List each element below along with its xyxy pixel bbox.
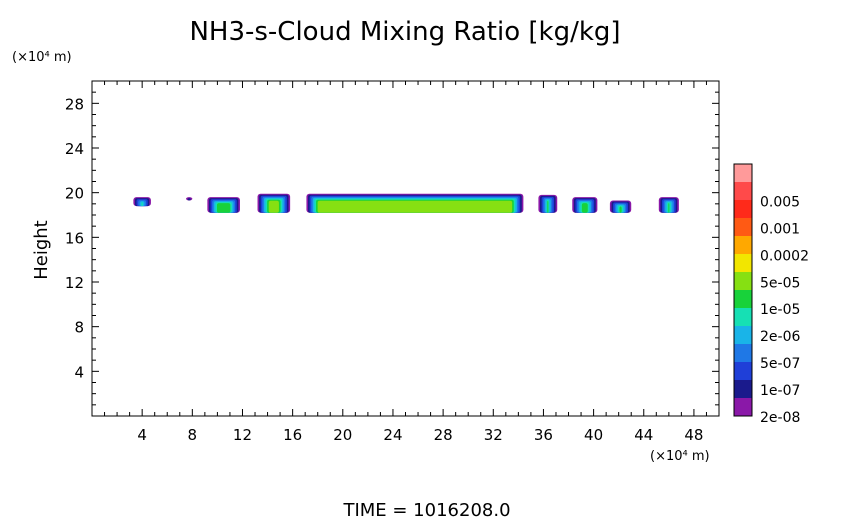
y-axis-label: Height <box>31 220 52 280</box>
colorbar-label: 5e-05 <box>760 275 800 291</box>
contour-band <box>187 198 191 201</box>
colorbar-swatch <box>734 200 752 218</box>
colorbar-swatch <box>734 344 752 362</box>
x-tick-label: 4 <box>137 426 147 444</box>
colorbar-frame <box>733 163 753 417</box>
y-tick-label: 24 <box>65 140 84 158</box>
contour-band <box>581 203 588 213</box>
x-tick-label: 40 <box>584 426 603 444</box>
y-tick-label: 28 <box>65 95 84 113</box>
y-tick-label: 20 <box>65 185 84 203</box>
y-tick-label: 16 <box>65 229 84 247</box>
cloud-blob <box>207 197 240 213</box>
x-tick-label: 36 <box>534 426 553 444</box>
colorbar-swatch <box>734 326 752 344</box>
colorbar-swatch <box>734 236 752 254</box>
x-unit-label: (×10⁴ m) <box>650 449 710 464</box>
colorbar-swatch <box>734 290 752 308</box>
colorbar-swatch <box>734 380 752 398</box>
contour-band <box>547 200 549 213</box>
contour-band <box>268 200 279 213</box>
colorbar-label: 2e-08 <box>760 410 800 426</box>
cloud-blob <box>609 200 632 213</box>
x-tick-label: 28 <box>434 426 453 444</box>
cloud-blob <box>133 197 151 207</box>
y-tick-label: 4 <box>74 363 84 381</box>
x-tick-label: 32 <box>484 426 503 444</box>
colorbar-swatch <box>734 272 752 290</box>
chart-title: NH3-s-Cloud Mixing Ratio [kg/kg] <box>189 17 620 47</box>
colorbar-swatch <box>734 164 752 182</box>
colorbar-label: 5e-07 <box>760 356 800 372</box>
colorbar-swatch <box>734 362 752 380</box>
colorbar: 0.005 0.001 0.0002 5e-05 1e-05 2e-06 5e-07 1e-0… <box>733 163 809 426</box>
colorbar-swatch <box>734 182 752 200</box>
cloud-blob <box>306 193 524 213</box>
colorbar-label: 0.0002 <box>760 248 809 264</box>
contour-band <box>216 203 231 213</box>
cloud-contours <box>133 193 679 213</box>
colorbar-swatch <box>734 218 752 236</box>
plot-frame <box>91 80 720 417</box>
colorbar-label: 0.005 <box>760 195 800 211</box>
cloud-blob <box>538 194 558 213</box>
cloud-blob <box>658 197 679 213</box>
contour-band <box>141 202 143 207</box>
x-tick-label: 24 <box>383 426 402 444</box>
x-tick-label: 16 <box>283 426 302 444</box>
colorbar-label: 0.001 <box>760 222 800 238</box>
y-unit-label: (×10⁴ m) <box>12 50 72 65</box>
colorbar-label: 1e-07 <box>760 383 800 399</box>
colorbar-swatch <box>734 308 752 326</box>
colorbar-swatch <box>734 398 752 416</box>
colorbar-label: 2e-06 <box>760 329 800 345</box>
contour-band <box>317 200 513 213</box>
contour-band <box>668 203 670 213</box>
x-tick-label: 8 <box>188 426 198 444</box>
colorbar-swatch <box>734 254 752 272</box>
y-tick-label: 12 <box>65 274 84 292</box>
footer-time: TIME = 1016208.0 <box>342 500 510 519</box>
x-tick-label: 20 <box>333 426 352 444</box>
cloud-blob <box>257 193 291 213</box>
x-tick-label: 44 <box>634 426 653 444</box>
colorbar-label: 1e-05 <box>760 302 800 318</box>
y-tick-label: 8 <box>74 319 84 337</box>
cloud-blob <box>186 197 193 201</box>
contour-band <box>619 206 622 213</box>
cloud-blob <box>572 197 598 213</box>
x-tick-label: 48 <box>684 426 703 444</box>
x-tick-label: 12 <box>233 426 252 444</box>
